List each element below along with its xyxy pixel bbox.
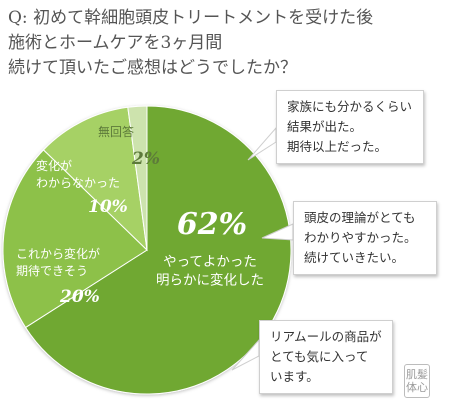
pie-slice-3 [42,106,148,252]
pie-slice-1 [24,105,292,395]
slice-label-1-line-2: 明らかに変化した [156,272,264,289]
slice-value-label-3: 10% [88,197,128,217]
comment-2-line-3: 続けていきたい。 [304,250,405,265]
pie-slice-2 [2,149,148,329]
slice-value-label-2: 20% [59,287,100,307]
comment-bubble-2: 頭皮の理論がとても わかりやすかった。 続けていきたい。 [293,201,437,275]
comment-3-line-3: います。 [270,369,319,384]
brand-logo: 肌髪 体心 [404,364,430,398]
question-line-1: Q: 初めて幹細胞頭皮トリートメントを受けた後 [8,8,374,28]
comment-2-line-2: わかりやすかった。 [304,230,417,245]
comment-tail-1 [247,126,277,161]
comment-1-line-3: 期待以上だった。 [287,139,388,154]
comment-bubble-1: 家族にも分かるくらい 結果が出た。 期待以上だった。 [276,90,424,164]
comment-1-line-1: 家族にも分かるくらい [287,99,413,114]
slice-label-2-line-2: 期待できそう [16,264,88,278]
slice-label-4-line-1: 無回答 [98,124,134,139]
comment-2-line-1: 頭皮の理論がとても [304,210,416,225]
comment-3-line-1: リアムールの商品が [270,329,382,344]
comment-3-line-2: とても気に入って [270,349,369,364]
slice-value-label-4: 2% [131,149,160,169]
slice-value-label-1: 62% [177,207,247,242]
slice-label-2-line-1: これから変化が [16,246,100,261]
slice-label-3-line-1: 変化が [36,158,72,173]
comment-bubble-3: リアムールの商品が とても気に入って います。 [259,320,393,394]
slice-label-3-line-2: わからなかった [36,176,120,190]
question-line-2: 施術とホームケアを3ヶ月間 [8,33,223,53]
pie-slice-4 [127,105,148,251]
survey-question: Q: 初めて幹細胞頭皮トリートメントを受けた後 施術とホームケアを3ヶ月間 続け… [8,6,448,81]
logo-top-text: 肌髪 [406,368,428,381]
question-line-3: 続けて頂いたご感想はどうでしたか？ [8,58,297,78]
logo-bottom-text: 体心 [406,381,428,394]
slice-label-1-line-1: やってよかった [163,254,257,270]
comment-1-line-2: 結果が出た。 [287,119,363,134]
